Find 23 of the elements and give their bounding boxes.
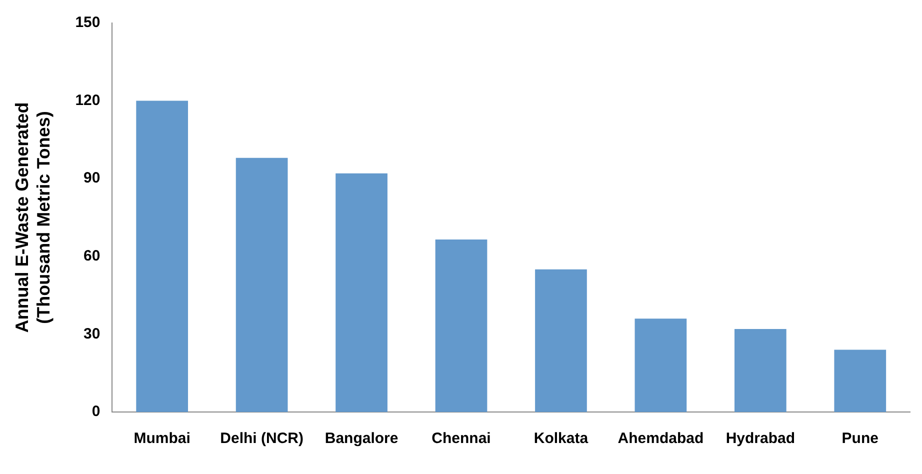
- x-tick-label: Delhi (NCR): [220, 430, 304, 448]
- y-tick-label: 150: [75, 14, 100, 32]
- y-tick-label: 30: [84, 325, 100, 342]
- bar: [634, 318, 687, 412]
- x-tick-label: Bangalore: [324, 430, 398, 448]
- x-tick-label: Mumbai: [134, 430, 190, 448]
- x-tick-label: Pune: [842, 430, 878, 448]
- x-tick-label: Hydrabad: [726, 430, 796, 448]
- bar: [136, 100, 188, 412]
- x-tick-label: Chennai: [432, 430, 491, 448]
- y-tick-label: 60: [84, 248, 100, 265]
- y-tick-label: 0: [92, 403, 100, 420]
- bar: [834, 350, 886, 412]
- bar: [336, 173, 388, 412]
- y-tick-label: 120: [75, 92, 100, 109]
- bar: [535, 269, 587, 412]
- bar: [435, 240, 488, 412]
- y-tick-label: 90: [84, 170, 100, 187]
- y-axis-title: Annual E-Waste Generated (Thousand Metric Tones): [12, 102, 54, 333]
- x-tick-label: Kolkata: [534, 430, 589, 448]
- bar: [236, 158, 288, 412]
- bar: [734, 329, 786, 412]
- x-tick-label: Ahemdabad: [618, 430, 704, 448]
